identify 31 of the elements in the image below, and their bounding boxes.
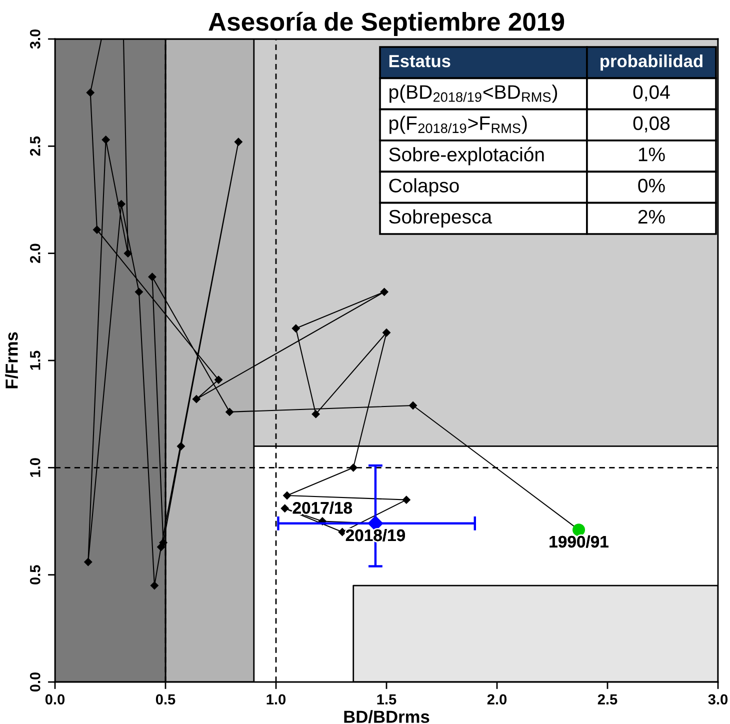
y-tick-label: 1.0 (30, 458, 40, 477)
annotation: Colapso (389, 178, 459, 196)
annotation: probabilidad (600, 54, 702, 71)
x-axis-title: BD/BDrms (344, 710, 430, 724)
annotation: 0,08 (633, 116, 670, 132)
annotation: 1% (638, 148, 665, 162)
annotation: Sobre-explotación (389, 146, 544, 166)
y-tick-label: 2.5 (30, 136, 40, 156)
x-tick-label: 0.5 (156, 694, 176, 705)
x-tick-label: 2.0 (487, 694, 507, 705)
x-tick-label: 0.0 (45, 694, 65, 705)
x-tick-label: 1.0 (266, 694, 286, 705)
annotation: p(F$_{2018/19}$>F$_{RMS}$) (390, 116, 527, 134)
annotation: 2% (638, 210, 665, 224)
x-tick-label: 2.5 (598, 694, 618, 705)
annotation: 0,04 (633, 85, 670, 102)
y-axis-title: F/Frms (5, 332, 18, 388)
y-tick-label: 0.5 (30, 565, 40, 584)
y-tick-label: 0.0 (30, 672, 40, 692)
chart-title: Asesoría de Septiembre 2019 (208, 12, 564, 36)
y-tick-label: 2.0 (30, 244, 40, 263)
annotation: 1990/91 (550, 535, 608, 548)
x-tick-label: 3.0 (708, 694, 728, 705)
annotation: 2017/18 (292, 502, 352, 514)
annotation: 0% (638, 178, 665, 192)
annotation: Estatus (389, 55, 450, 68)
x-tick-label: 1.5 (377, 694, 396, 705)
y-tick-label: 3.0 (30, 29, 40, 49)
annotation: Sobrepesca (389, 209, 492, 228)
annotation: p(BD$_{2018/19}$<BD$_{RMS}$) (390, 84, 558, 103)
y-tick-label: 1.5 (30, 350, 40, 370)
